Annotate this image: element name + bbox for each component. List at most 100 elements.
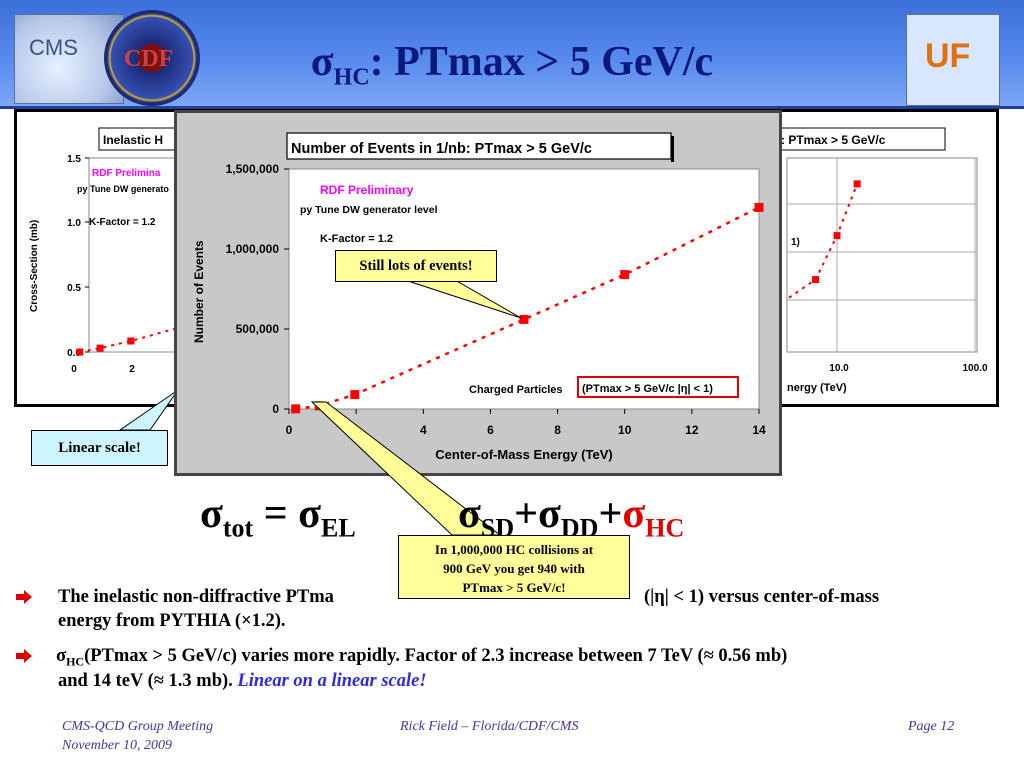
collisions-line: In 1,000,000 HC collisions at: [434, 542, 594, 557]
bullet-1-text-a: The inelastic non-diffractive PTma: [58, 587, 334, 607]
left-ytick-label: 0.5: [67, 283, 81, 294]
right-data-point: [833, 232, 841, 240]
sigma-dd-symbol: σ: [538, 491, 561, 537]
right-xtick-label: 100.0: [962, 363, 987, 374]
main-title-shadow: [671, 136, 674, 162]
main-data-point: [291, 404, 301, 414]
background-charts-svg: Inelastic H RDF Prelimina py Tune DW gen…: [29, 127, 988, 394]
footer-author: Rick Field – Florida/CDF/CMS: [400, 719, 579, 734]
main-plot-area: [288, 168, 760, 410]
main-charged-box: [577, 376, 739, 398]
right-data-point: [853, 180, 861, 188]
left-ytick-label: 1.0: [67, 218, 81, 229]
left-prelim-text: RDF Prelimina: [92, 168, 161, 179]
footer-date: November 10, 2009: [62, 738, 173, 753]
left-tune-text: py Tune DW generato: [77, 184, 169, 194]
right-plot-area: [786, 157, 978, 353]
sigma-equation-right: σSD+σDD+σHC: [458, 490, 684, 543]
left-data-point: [127, 337, 135, 345]
left-series-line: [79, 323, 190, 353]
footer-page: Page 12: [908, 719, 955, 734]
main-xlabel: Center-of-Mass Energy (TeV): [435, 447, 612, 462]
cdf-logo: CDF: [104, 10, 200, 106]
title-text: : PTmax > 5 GeV/c: [369, 39, 714, 85]
left-xtick-label: 2: [129, 364, 135, 375]
left-ytick-label: 1.5: [67, 154, 81, 165]
main-data-point: [314, 401, 324, 411]
sigma-el-symbol: σ: [298, 491, 321, 537]
footer-meeting: CMS-QCD Group Meeting: [62, 719, 214, 734]
uf-logo-text: UF: [925, 37, 971, 75]
title-sub: HC: [333, 64, 370, 91]
left-chart-title: Inelastic H: [103, 133, 163, 147]
main-charged-box-text: (PTmax > 5 GeV/c |η| < 1): [582, 383, 713, 395]
collisions-line: PTmax > 5 GeV/c!: [462, 580, 566, 595]
bullet-1-text-c: energy from PYTHIA (×1.2).: [58, 611, 286, 631]
collisions-callout: In 1,000,000 HC collisions at 900 GeV yo…: [398, 535, 630, 599]
left-ytick-label: 0.0: [67, 348, 81, 359]
left-yticks: 1.5 1.0 0.5 0.0: [67, 154, 89, 359]
bullet-2-blue-text: Linear on a linear scale!: [237, 671, 427, 691]
bullet-2-sigma: σ: [56, 646, 67, 666]
main-chart-svg: Number of Events in 1/nb: PTmax > 5 GeV/…: [192, 132, 766, 462]
sigma-equals: =: [253, 491, 299, 537]
main-xtick-label: 4: [420, 423, 427, 437]
sigma-sd-symbol: σ: [458, 491, 481, 537]
sigma-hc-sub: HC: [645, 513, 685, 543]
red-arrow-icon: [16, 590, 32, 604]
main-xticks: 0 2 4 6 8 10 12 14: [286, 409, 766, 437]
left-data-point: [96, 344, 104, 352]
title-sigma: σ: [310, 39, 334, 85]
linear-scale-callout: Linear scale!: [31, 430, 168, 466]
main-tune-text: py Tune DW generator level: [300, 204, 438, 216]
right-chart-title: : PTmax > 5 GeV/c: [781, 133, 886, 147]
main-xtick-label: 10: [618, 423, 632, 437]
left-data-point: [76, 348, 84, 356]
main-ytick-label: 1,000,000: [226, 242, 280, 256]
collisions-line: 900 GeV you get 940 with: [443, 561, 585, 576]
sigma-equation: σtot = σEL: [200, 490, 356, 543]
main-chart-title: Number of Events in 1/nb: PTmax > 5 GeV/…: [291, 141, 592, 157]
main-ytick-label: 500,000: [236, 322, 280, 336]
main-yticks: 0 500,000 1,000,000 1,500,000: [226, 162, 289, 416]
left-ylabel: Cross-Section (mb): [29, 220, 40, 312]
main-ytick-label: 0: [272, 402, 279, 416]
right-xlabel: nergy (TeV): [787, 382, 847, 394]
bullet-2-text-a: (PTmax > 5 GeV/c) varies more rapidly. F…: [84, 646, 788, 666]
slide-title: σHC: PTmax > 5 GeV/c: [0, 38, 1024, 91]
sigma-plus: +: [598, 491, 623, 537]
main-kfactor-text: K-Factor = 1.2: [320, 233, 393, 245]
red-arrow-icon: [16, 649, 32, 663]
main-xtick-label: 6: [487, 423, 494, 437]
bullet-1-text-b: (|η| < 1) versus center-of-mass: [644, 587, 880, 607]
main-data-point: [519, 314, 529, 324]
right-points: [788, 180, 861, 299]
main-charged-prefix: Charged Particles: [469, 384, 563, 396]
sigma-hc-symbol: σ: [622, 491, 646, 537]
right-series-line: [788, 183, 859, 299]
sigma-el-sub: EL: [320, 513, 356, 543]
main-xtick-label: 0: [286, 423, 293, 437]
bullet-2-sub: HC: [66, 654, 85, 669]
main-ylabel: Number of Events: [192, 240, 206, 343]
left-xtick-label: 0: [71, 364, 77, 375]
uf-logo: UF: [906, 14, 1000, 106]
right-data-point: [812, 276, 820, 284]
sigma-plus: +: [514, 491, 539, 537]
main-chart-panel: Number of Events in 1/nb: PTmax > 5 GeV/…: [174, 110, 782, 476]
right-xtick-label: 10.0: [829, 363, 849, 374]
cms-logo-text: CMS: [29, 35, 78, 60]
sigma-tot-sub: tot: [222, 513, 254, 543]
left-plot-area: [88, 157, 190, 353]
main-xtick-label: 14: [752, 423, 766, 437]
left-kfactor-text: K-Factor = 1.2: [89, 217, 156, 228]
main-xtick-label: 2: [353, 423, 360, 437]
still-lots-text: Still lots of events!: [359, 258, 473, 274]
main-data-point: [754, 202, 764, 212]
main-prelim-text: RDF Preliminary: [320, 183, 414, 197]
main-ytick-label: 1,500,000: [226, 162, 280, 176]
main-xtick-label: 12: [685, 423, 699, 437]
left-points: [76, 323, 190, 356]
bullet-2-text-b: and 14 teV (≈ 1.3 mb).: [58, 671, 238, 691]
